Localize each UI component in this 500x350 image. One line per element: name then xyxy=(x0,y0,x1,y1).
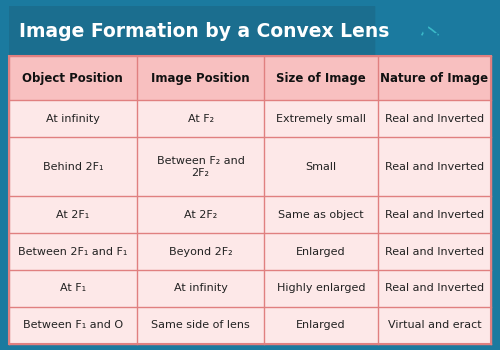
Bar xyxy=(9,233,491,270)
Text: Beyond 2F₂: Beyond 2F₂ xyxy=(169,246,232,257)
Text: At 2F₁: At 2F₁ xyxy=(56,210,90,220)
Text: Real and Inverted: Real and Inverted xyxy=(385,284,484,293)
Text: REST: REST xyxy=(434,23,466,33)
Bar xyxy=(9,56,491,100)
Bar xyxy=(9,270,491,307)
Text: Image Position: Image Position xyxy=(152,72,250,85)
Text: Between F₂ and
2F₂: Between F₂ and 2F₂ xyxy=(156,156,244,177)
Bar xyxy=(9,307,491,344)
Text: At F₁: At F₁ xyxy=(60,284,86,293)
Text: Size of Image: Size of Image xyxy=(276,72,366,85)
Text: Real and Inverted: Real and Inverted xyxy=(385,114,484,124)
Bar xyxy=(9,137,491,196)
Text: Olympiads: Olympiads xyxy=(434,37,466,42)
Text: Virtual and eract: Virtual and eract xyxy=(388,320,481,330)
Text: At infinity: At infinity xyxy=(174,284,228,293)
Bar xyxy=(9,100,491,137)
Text: Same as object: Same as object xyxy=(278,210,364,220)
Text: Between 2F₁ and F₁: Between 2F₁ and F₁ xyxy=(18,246,128,257)
Text: Behind 2F₁: Behind 2F₁ xyxy=(42,162,103,172)
Text: At 2F₂: At 2F₂ xyxy=(184,210,217,220)
Text: Real and Inverted: Real and Inverted xyxy=(385,246,484,257)
Text: Highly enlarged: Highly enlarged xyxy=(277,284,366,293)
FancyBboxPatch shape xyxy=(9,6,376,56)
Text: Small: Small xyxy=(306,162,336,172)
Text: Enlarged: Enlarged xyxy=(296,320,346,330)
Text: Same side of lens: Same side of lens xyxy=(151,320,250,330)
Bar xyxy=(9,196,491,233)
Text: Between F₁ and O: Between F₁ and O xyxy=(23,320,123,330)
Text: C: C xyxy=(422,18,440,42)
Bar xyxy=(9,56,491,344)
Text: Real and Inverted: Real and Inverted xyxy=(385,210,484,220)
Bar xyxy=(9,6,376,56)
Text: At infinity: At infinity xyxy=(46,114,100,124)
Text: At F₂: At F₂ xyxy=(188,114,214,124)
Text: Image Formation by a Convex Lens: Image Formation by a Convex Lens xyxy=(18,22,389,41)
Text: Real and Inverted: Real and Inverted xyxy=(385,162,484,172)
Text: Extremely small: Extremely small xyxy=(276,114,366,124)
Text: Object Position: Object Position xyxy=(22,72,123,85)
Text: Nature of Image: Nature of Image xyxy=(380,72,488,85)
Text: Enlarged: Enlarged xyxy=(296,246,346,257)
